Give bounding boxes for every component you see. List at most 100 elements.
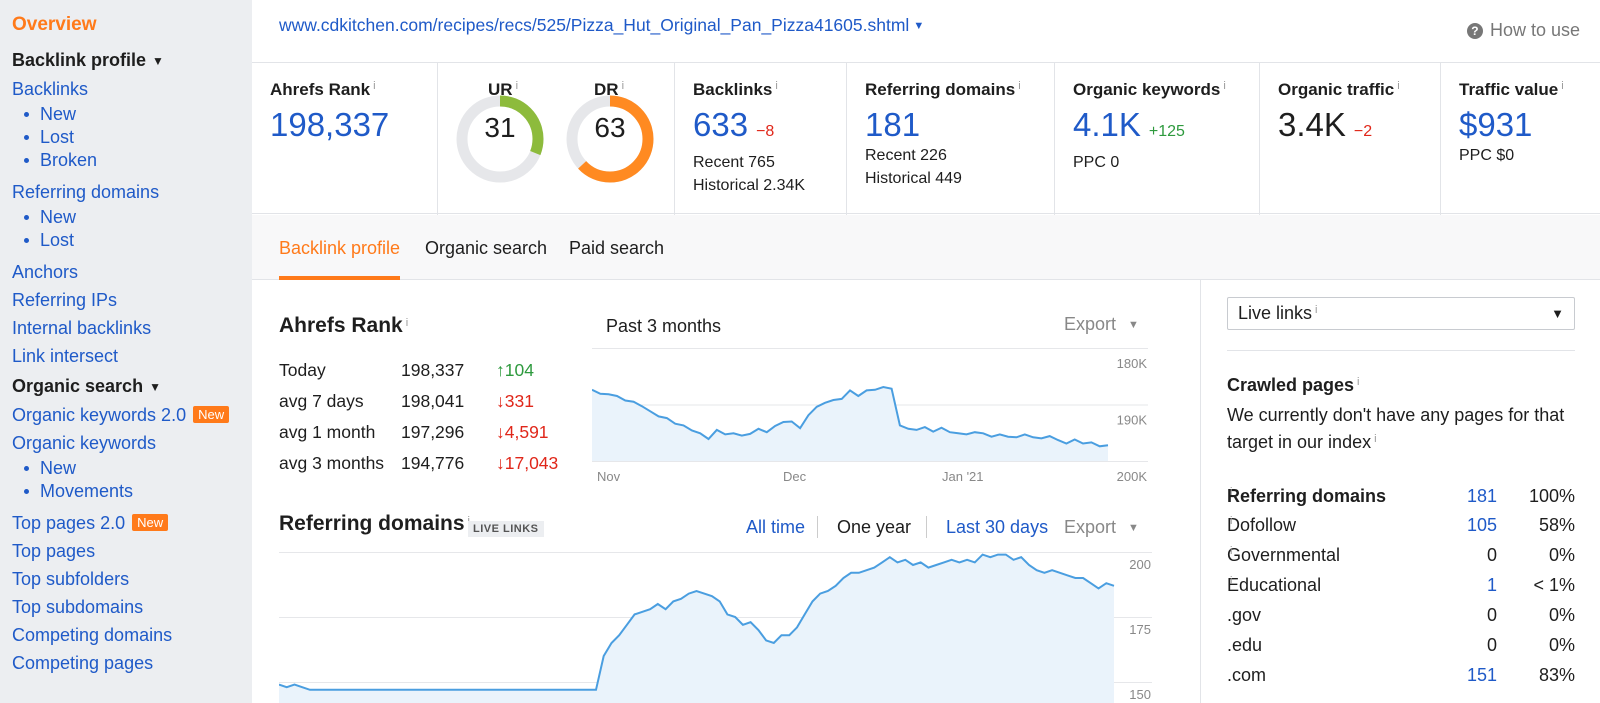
sidebar-item-referring-domains[interactable]: Referring domains [12, 182, 160, 202]
sidebar-item-anchors[interactable]: Anchors [12, 262, 79, 282]
sidebar-item-organic-keywords[interactable]: Organic keywords [12, 433, 157, 453]
rank-row-value: 198,041 [401, 391, 465, 411]
traffic-value-value[interactable]: $931 [1459, 106, 1533, 143]
caret-down-icon: ▼ [152, 53, 164, 68]
tab-backlink-profile[interactable]: Backlink profile [279, 238, 401, 258]
info-icon: i [1315, 304, 1318, 316]
info-icon[interactable]: i [621, 80, 625, 92]
sidebar-item-top-pages-2[interactable]: Top pages 2.0 New [12, 509, 252, 537]
rd-summary-label-text: Referring domains [1227, 486, 1387, 506]
referring-domains-value[interactable]: 181 [865, 106, 921, 143]
range-divider [817, 516, 818, 538]
new-badge: New [193, 406, 230, 423]
select-value-text: Live links [1238, 303, 1313, 323]
referring-domains-recent: Recent 226 [865, 147, 947, 164]
organic-traffic-value: 3.4K [1278, 106, 1346, 143]
rd-row-label-text: Governmental [1227, 545, 1341, 565]
metric-label-text: Traffic value [1459, 80, 1559, 99]
area-fill [592, 387, 1108, 461]
sidebar-subitem-lost[interactable]: Lost [12, 229, 252, 252]
section-title-text: Referring domains [279, 512, 465, 535]
rank-row-value: 198,337 [401, 360, 465, 380]
rank-row-label: Today [279, 360, 326, 380]
ur-label-text: UR [488, 80, 513, 99]
x-tick-label: Jan '21 [942, 469, 984, 484]
info-icon[interactable]: i [1374, 433, 1377, 445]
sidebar-item-backlinks[interactable]: Backlinks [12, 79, 89, 99]
export-button[interactable]: Export ▼ [1064, 517, 1139, 538]
sidebar-section-organic-search[interactable]: Organic search ▼ [12, 376, 252, 397]
list-item: .edu 0 0% [1227, 635, 1575, 665]
sidebar-subitem-lost[interactable]: Lost [12, 126, 252, 149]
info-icon[interactable]: i [373, 80, 376, 92]
metric-label-text: Backlinks [693, 80, 773, 99]
tab-organic-search[interactable]: Organic search [425, 238, 548, 258]
metric-organic-traffic: Organic traffic i 3.4K −2 [1260, 63, 1441, 215]
info-icon[interactable]: i [775, 80, 778, 92]
live-links-select[interactable]: Live links i ▼ [1227, 297, 1575, 330]
sidebar-item-top-pages[interactable]: Top pages [12, 541, 96, 561]
info-icon[interactable]: i [1230, 515, 1233, 527]
rd-row-count[interactable]: 105 [1466, 515, 1497, 535]
info-icon[interactable]: i [1230, 486, 1233, 498]
target-url-dropdown[interactable]: www.cdkitchen.com/recipes/recs/525/Pizza… [279, 15, 924, 36]
range-last-30-days[interactable]: Last 30 days [946, 517, 1049, 537]
sidebar-overview[interactable]: Overview [12, 14, 97, 35]
sidebar-subitem-label: New [40, 207, 77, 227]
sidebar-item-top-subdomains[interactable]: Top subdomains [12, 597, 144, 617]
info-icon[interactable]: i [1561, 80, 1564, 92]
sidebar-subitem-new[interactable]: New [12, 103, 252, 126]
info-icon[interactable]: i [1223, 80, 1226, 92]
metric-label: Organic keywords i [1073, 80, 1259, 100]
rd-row-count[interactable]: 151 [1466, 665, 1497, 685]
sidebar-subitem-movements[interactable]: Movements [12, 480, 252, 503]
info-icon[interactable]: i [515, 80, 519, 92]
metric-backlinks: Backlinks i 633 −8 Recent 765 Historical 2… [675, 63, 847, 215]
sidebar-subitem-new[interactable]: New [12, 206, 252, 229]
sidebar-item-competing-domains[interactable]: Competing domains [12, 625, 173, 645]
info-icon[interactable]: i [1357, 376, 1360, 388]
organic-keywords-value[interactable]: 4.1K [1073, 106, 1141, 143]
range-one-year[interactable]: One year [837, 517, 912, 537]
sidebar-item-top-subfolders[interactable]: Top subfolders [12, 569, 130, 589]
metric-referring-domains: Referring domains i 181 Recent 226 Histor… [847, 63, 1055, 215]
ahrefs-rank-value[interactable]: 198,337 [270, 106, 390, 143]
info-icon[interactable]: i [405, 317, 409, 329]
referring-domains-historical: Historical 449 [865, 170, 962, 187]
period-label: Past 3 months [606, 316, 722, 336]
traffic-value-ppc: PPC $0 [1459, 147, 1515, 164]
backlinks-recent: Recent 765 [693, 154, 775, 171]
rd-row-count[interactable]: 1 [1486, 575, 1497, 595]
sidebar-subitem-broken[interactable]: Broken [12, 149, 252, 172]
sidebar-subitem-new[interactable]: New [12, 457, 252, 480]
bullet-icon [24, 238, 29, 243]
y-tick-label: 190K [1117, 413, 1148, 428]
ahrefs-rank-chart: 180K 190K 200K Nov Dec Jan '21 [592, 348, 1148, 484]
crawled-pages-message: We currently don't have any pages for th… [1227, 405, 1565, 452]
how-to-use-link[interactable]: ? How to use [1466, 20, 1580, 41]
sidebar-item-competing-pages[interactable]: Competing pages [12, 653, 154, 673]
bullet-icon [24, 112, 29, 117]
tab-paid-search[interactable]: Paid search [569, 238, 665, 258]
info-icon[interactable]: i [1397, 80, 1400, 92]
info-icon[interactable]: i [1230, 575, 1233, 587]
sidebar-item-link-intersect[interactable]: Link intersect [12, 346, 119, 366]
info-icon[interactable]: i [1230, 545, 1233, 557]
rd-total-count[interactable]: 181 [1466, 486, 1497, 506]
rd-row-pct: 58% [1538, 515, 1575, 535]
sidebar-section-backlink-profile[interactable]: Backlink profile ▼ [12, 50, 252, 71]
sidebar-item-internal-backlinks[interactable]: Internal backlinks [12, 318, 152, 338]
export-button[interactable]: Export ▼ [1064, 314, 1139, 335]
backlinks-value[interactable]: 633 [693, 106, 749, 143]
divider [1227, 350, 1575, 351]
bullet-icon [24, 489, 29, 494]
info-icon[interactable]: i [1018, 80, 1021, 92]
sidebar-item-label: Organic keywords 2.0 [12, 405, 187, 425]
rd-row-pct: 0% [1548, 545, 1575, 565]
sidebar-item-organic-keywords-2[interactable]: Organic keywords 2.0 New [12, 401, 252, 429]
metric-ur-dr: UR i 31 DR i 63 [438, 63, 675, 215]
range-all-time[interactable]: All time [746, 517, 806, 537]
sidebar-item-referring-ips[interactable]: Referring IPs [12, 290, 118, 310]
metric-label: Backlinks i [693, 80, 846, 100]
